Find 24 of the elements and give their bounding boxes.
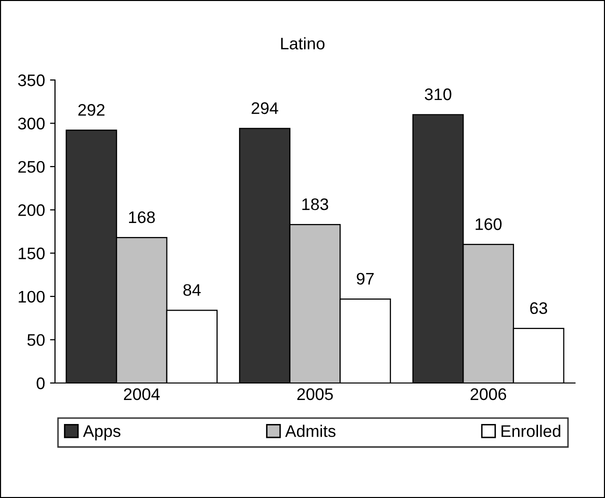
y-tick-label: 250 — [18, 160, 45, 173]
y-tick-label: 0 — [36, 377, 45, 390]
x-tick-label: 2006 — [470, 388, 506, 400]
y-tick-label: 350 — [18, 74, 45, 86]
data-label: 310 — [424, 88, 452, 100]
y-tick-label: 300 — [18, 118, 45, 130]
data-label: 183 — [302, 198, 328, 210]
chart-title: Latino — [281, 37, 325, 50]
data-label: 292 — [78, 104, 104, 116]
legend-label: Enrolled — [502, 424, 560, 438]
data-label: 97 — [356, 272, 374, 285]
data-label: 160 — [476, 218, 502, 230]
x-tick-label: 2004 — [124, 388, 160, 400]
data-label: 63 — [530, 302, 548, 314]
y-tick-label: 150 — [18, 248, 45, 260]
y-tick-label: 100 — [18, 290, 45, 303]
y-tick-label: 200 — [18, 204, 45, 216]
data-label: 294 — [252, 102, 278, 114]
data-label: 168 — [129, 211, 155, 224]
data-label: 84 — [183, 284, 201, 296]
legend-label: Apps — [83, 425, 120, 440]
legend-label: Admits — [285, 424, 336, 438]
x-tick-label: 2005 — [297, 388, 333, 400]
y-tick-label: 50 — [27, 334, 45, 346]
